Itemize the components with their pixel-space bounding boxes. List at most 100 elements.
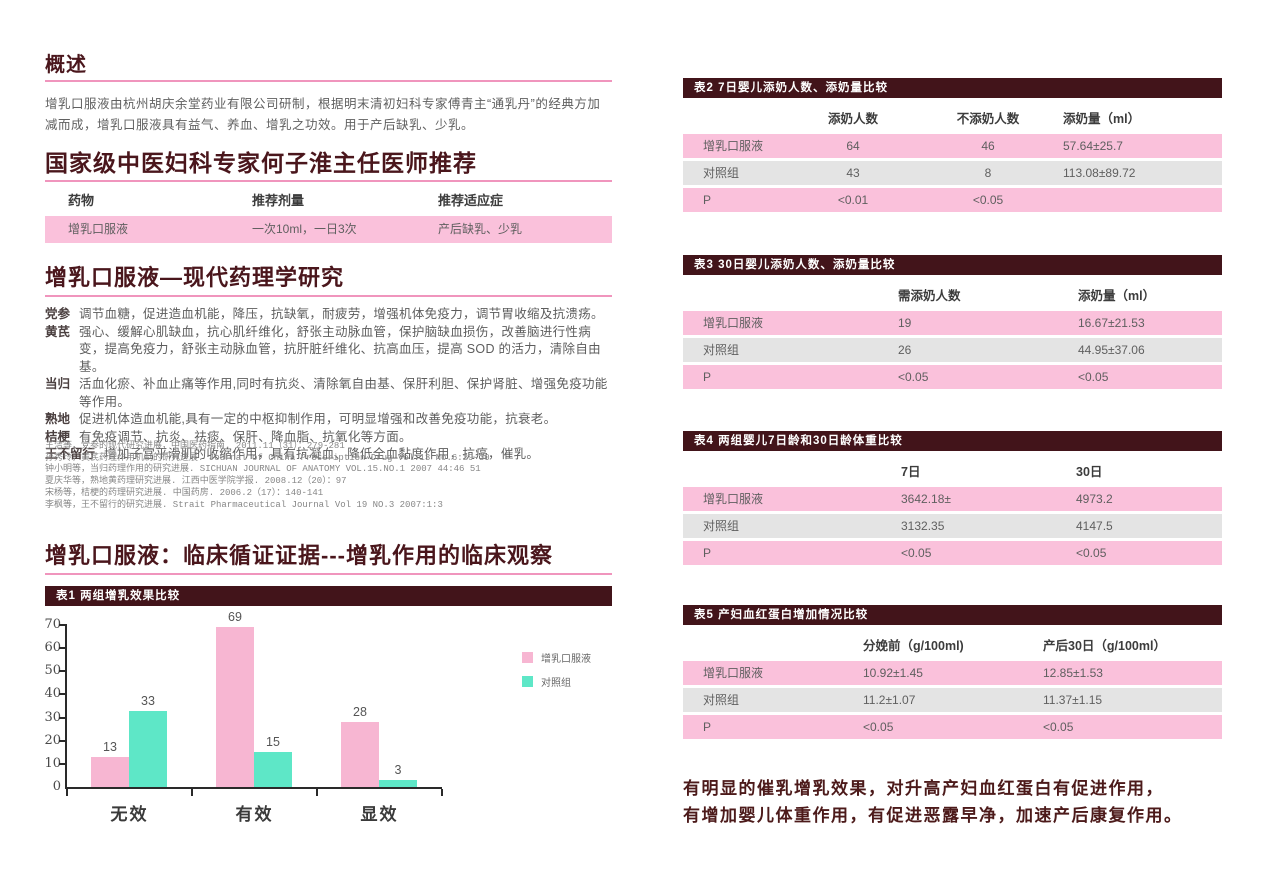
table-row: P <0.05 <0.05 — [683, 365, 1222, 389]
table-row: 对照组 3132.35 4147.5 — [683, 514, 1222, 538]
table-cell: P — [703, 720, 712, 734]
legend-item: 增乳口服液 — [522, 650, 591, 665]
table-cell: 26 — [898, 343, 912, 357]
table-row: 对照组 11.2±1.07 11.37±1.15 — [683, 688, 1222, 712]
table-cell: 增乳口服液 — [703, 139, 764, 153]
table-title-bar: 表3 30日婴儿添奶人数、添奶量比较 — [683, 255, 1222, 275]
legend-swatch-icon — [522, 652, 533, 663]
bar-value-label: 13 — [103, 739, 117, 754]
header-cell — [683, 106, 793, 132]
chart-area: 表1 两组增乳效果比较 0 10 20 30 40 50 60 70 无效 13 33 有效 69 15 显… — [44, 586, 612, 846]
reference-item: 孙秀玲，黄芪药理作用机制的研究进展. Journal of China Pres… — [45, 452, 490, 463]
table-cell: 11.37±1.15 — [1043, 693, 1103, 707]
header-cell: 需添奶人数 — [898, 289, 961, 303]
table-cell: 16.67±21.53 — [1078, 316, 1145, 330]
header-cell: 推荐剂量 — [252, 193, 305, 208]
table-cell: 8 — [984, 166, 992, 180]
table-cell: <0.01 — [837, 193, 869, 207]
y-axis-tick-label: 10 — [44, 755, 61, 771]
chart-title-bar: 表1 两组增乳效果比较 — [45, 586, 612, 606]
conclusion-text: 有明显的催乳增乳效果，对升高产妇血红蛋白有促进作用， 有增加婴儿体重作用，有促进… — [683, 775, 1222, 829]
legend-label: 增乳口服液 — [541, 654, 591, 665]
herb-item: 黄芪 强心、缓解心肌缺血，抗心肌纤维化，舒张主动脉血管，保护脑缺血损伤，改善脑进行… — [45, 324, 612, 377]
table-title-bar: 表4 两组婴儿7日龄和30日龄体重比较 — [683, 431, 1222, 451]
table-cell: 4973.2 — [1076, 492, 1113, 506]
x-axis-tick — [441, 789, 443, 796]
y-axis-tick-label: 0 — [52, 779, 61, 794]
herb-item: 党参 调节血糖，促进造血机能，降压，抗缺氧，耐疲劳，增强机体免疫力，调节胃收缩及抗… — [45, 306, 612, 324]
header-cell: 推荐适应症 — [438, 193, 504, 208]
x-axis-tick — [66, 789, 68, 796]
herb-desc: 活血化瘀、补血止痛等作用,同时有抗炎、清除氧自由基、保肝利胆、保护肾脏、增强免疫… — [79, 377, 608, 409]
divider — [45, 573, 612, 575]
bar-value-label: 3 — [394, 763, 402, 778]
table-cell: <0.05 — [863, 720, 894, 734]
reference-item: 钟小明等，当归药理作用的研究进展. SICHUAN JOURNAL OF ANA… — [45, 464, 481, 475]
table-cell: 产后缺乳、少乳 — [438, 222, 523, 236]
herb-name: 党参 — [45, 307, 71, 321]
herb-list: 党参 调节血糖，促进造血机能，降压，抗缺氧，耐疲劳，增强机体免疫力，调节胃收缩及抗… — [45, 306, 612, 464]
legend-swatch-icon — [522, 676, 533, 687]
table-cell: 44.95±37.06 — [1078, 343, 1145, 357]
y-axis-tick — [59, 762, 67, 765]
table-cell: 64 — [846, 139, 860, 153]
header-cell: 不添奶人数 — [956, 112, 1020, 126]
table-cell: 11.2±1.07 — [863, 693, 916, 707]
data-table: 表2 7日婴儿添奶人数、添奶量比较 添奶人数 不添奶人数 添奶量（ml） 增乳口服液 64… — [683, 78, 1222, 215]
chart-bar — [254, 752, 292, 787]
table-header-row: 分娩前（g/100ml) 产后30日（g/100ml） — [683, 633, 1222, 659]
reference-item: 宋杨等，桔梗的药理研究进展. 中国药房. 2006.2（17）：140-141 — [45, 487, 324, 498]
chart-bar — [216, 627, 254, 787]
data-table: 表4 两组婴儿7日龄和30日龄体重比较 7日 30日 增乳口服液 3642.18± 497… — [683, 431, 1222, 568]
y-axis-tick — [59, 693, 67, 696]
table-cell: 113.08±89.72 — [1063, 166, 1136, 180]
reference-item: 夏庆华等，熟地黄药理研究进展. 江西中医学院学报. 2008.12（20）：97 — [45, 476, 347, 487]
table-cell — [1063, 188, 1222, 212]
header-cell: 分娩前（g/100ml) — [863, 639, 964, 653]
table-cell: <0.05 — [972, 193, 1004, 207]
bar-value-label: 28 — [353, 705, 367, 720]
pharmacology-title: 增乳口服液—现代药理学研究 — [45, 265, 345, 290]
table-cell: <0.05 — [901, 546, 932, 560]
header-cell: 添奶量（ml） — [1063, 112, 1141, 126]
table-row: 对照组 26 44.95±37.06 — [683, 338, 1222, 362]
overview-paragraph: 增乳口服液由杭州胡庆余堂药业有限公司研制，根据明末清初妇科专家傅青主“通乳丹”的… — [45, 97, 601, 132]
table-cell: 对照组 — [703, 166, 740, 180]
herb-desc: 调节血糖，促进造血机能，降压，抗缺氧，耐疲劳，增强机体免疫力，调节胃收缩及抗溃疡… — [79, 307, 604, 321]
table-cell: 57.64±25.7 — [1063, 139, 1123, 153]
table-cell: 增乳口服液 — [703, 666, 764, 680]
herb-name: 当归 — [45, 377, 71, 391]
reference-item: 李枫等，王不留行的研究进展. Strait Pharmaceutical Jou… — [45, 499, 443, 510]
table-header-row: 7日 30日 — [683, 459, 1222, 485]
recommendation-title: 国家级中医妇科专家何子淮主任医师推荐 — [45, 150, 477, 176]
divider — [45, 80, 612, 82]
divider — [45, 295, 612, 297]
legend-label: 对照组 — [541, 678, 571, 689]
herb-desc: 促进机体造血机能,具有一定的中枢抑制作用，可明显增强和改善免疫功能，抗衰老。 — [79, 412, 557, 426]
bar-value-label: 69 — [228, 610, 242, 625]
table-cell: 一次10ml，一日3次 — [252, 222, 357, 236]
header-cell: 药物 — [68, 193, 95, 208]
table-cell: 46 — [981, 139, 995, 153]
table-cell: 增乳口服液 — [68, 222, 129, 236]
y-axis-tick — [59, 624, 67, 626]
y-axis-tick-label: 30 — [44, 709, 61, 725]
table-cell: 3642.18± — [901, 492, 951, 506]
clinical-title: 增乳口服液：临床循证证据---增乳作用的临床观察 — [45, 543, 553, 568]
table-cell: 10.92±1.45 — [863, 666, 923, 680]
recommendation-table-row: 增乳口服液 一次10ml，一日3次 产后缺乳、少乳 — [45, 216, 612, 243]
y-axis-tick-label: 40 — [44, 686, 61, 702]
table-row: P <0.01 <0.05 — [683, 188, 1222, 212]
reference-list: 王洁等，党参的现代研究进展，中国医药指南. 2011.11（31）：279-28… — [45, 441, 612, 511]
herb-item: 桔梗 有免疫调节、抗炎、祛痰、保肝、降血脂、抗氧化等方面。 — [45, 429, 612, 447]
table-cell: 对照组 — [703, 519, 740, 533]
table-cell: 增乳口服液 — [703, 316, 764, 330]
table-cell: 12.85±1.53 — [1043, 666, 1103, 680]
conclusion-line: 有明显的催乳增乳效果，对升高产妇血红蛋白有促进作用， — [683, 779, 1164, 798]
data-table: 表5 产妇血红蛋白增加情况比较 分娩前（g/100ml) 产后30日（g/100ml… — [683, 605, 1222, 742]
y-axis-tick — [59, 716, 67, 719]
conclusion-line: 有增加婴儿体重作用，有促进恶露早净，加速产后康复作用。 — [683, 806, 1183, 825]
table-header-row: 需添奶人数 添奶量（ml） — [683, 283, 1222, 309]
chart-plot: 0 10 20 30 40 50 60 70 无效 13 33 有效 69 15 显效 28 3 — [44, 610, 443, 824]
y-axis-tick-label: 20 — [44, 732, 61, 748]
